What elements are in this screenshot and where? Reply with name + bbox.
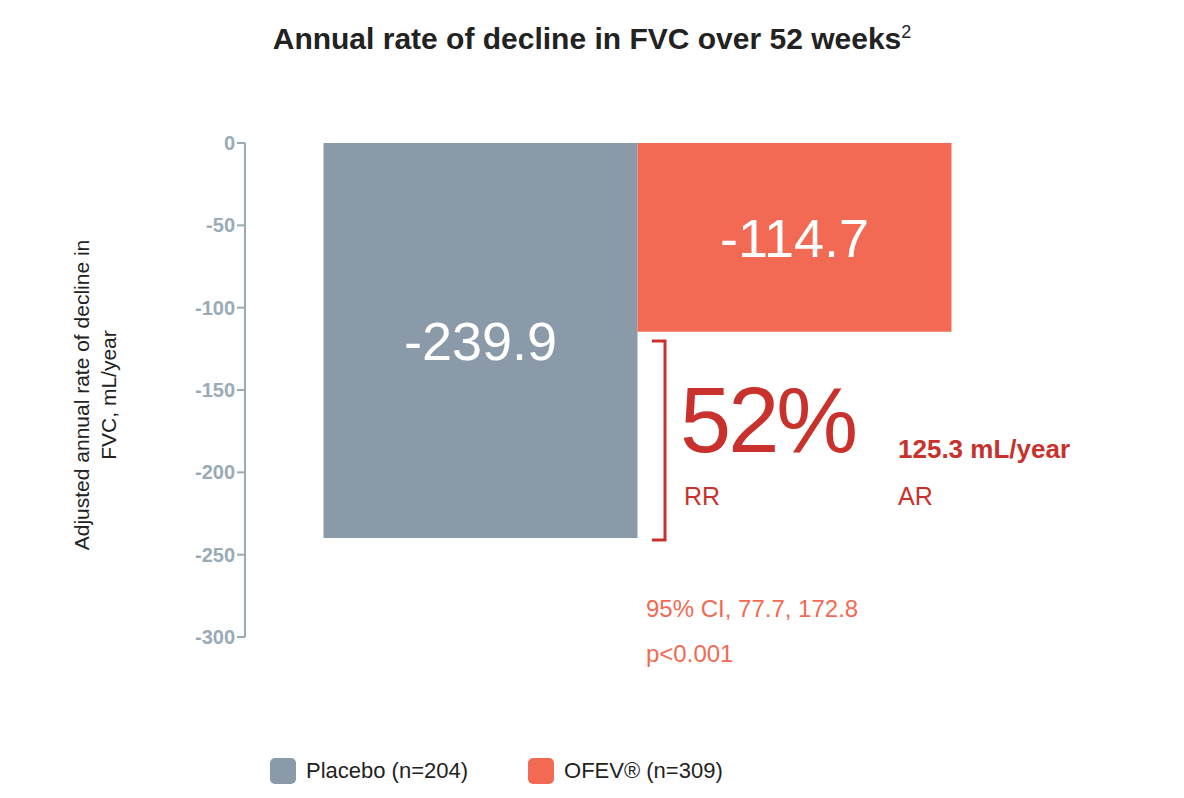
svg-text:-114.7: -114.7	[720, 208, 869, 268]
html-text:52%: 52%	[680, 369, 856, 471]
html-text:Adjusted annual rate of declin: Adjusted annual rate of decline in FVC, …	[70, 239, 120, 551]
html-text:125.3 mL/year: 125.3 mL/year	[898, 434, 1070, 464]
html-text:p<0.001: p<0.001	[646, 640, 734, 667]
html-text:Annual rate of decline in FVC: Annual rate of decline in FVC over 52 we…	[272, 22, 912, 55]
svg-text:0: 0	[224, 132, 235, 154]
svg-text:-300: -300	[195, 626, 235, 648]
svg-text:-200: -200	[195, 461, 235, 483]
html-text:95% CI, 77.7, 172.8: 95% CI, 77.7, 172.8	[646, 595, 859, 622]
svg-text:-239.9: -239.9	[404, 311, 557, 371]
svg-text:-150: -150	[195, 379, 235, 401]
html-text:OFEV® (n=309): OFEV® (n=309)	[564, 758, 723, 783]
svg-text:-100: -100	[195, 297, 235, 319]
html-text:Placebo (n=204): Placebo (n=204)	[306, 758, 469, 783]
html-text:RR: RR	[684, 482, 721, 510]
html-text:AR: AR	[898, 482, 933, 510]
svg-text:-50: -50	[206, 214, 235, 236]
svg-text:-250: -250	[195, 544, 235, 566]
